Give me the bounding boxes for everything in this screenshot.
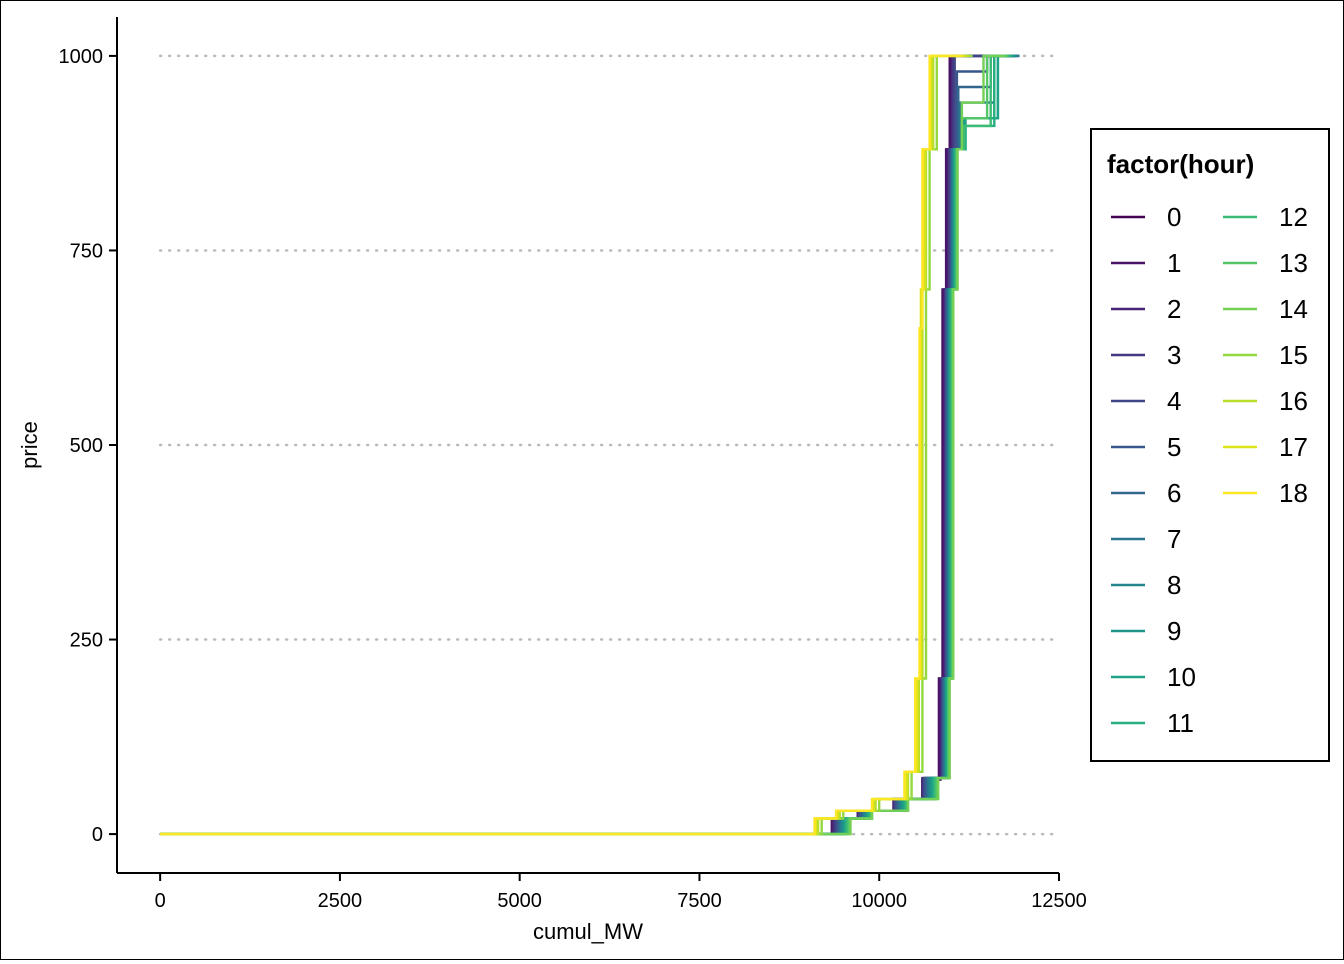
x-tick-label: 7500 [677,890,722,912]
legend-label-hour-2: 2 [1167,294,1181,324]
series-line-hour-4 [160,54,1016,836]
legend-title: factor(hour) [1107,149,1254,179]
legend-box [1090,128,1330,762]
legend-label-hour-0: 0 [1167,202,1181,232]
legend-label-hour-16: 16 [1279,386,1308,416]
series-lines [160,54,1020,836]
legend-label-hour-7: 7 [1167,524,1181,554]
x-tick-label: 10000 [851,890,907,912]
legend-label-hour-15: 15 [1279,340,1308,370]
legend-label-hour-12: 12 [1279,202,1308,232]
legend-label-hour-1: 1 [1167,248,1181,278]
x-tick-label: 2500 [318,890,363,912]
x-ticks: 0 2500 5000 7500 10000 12500 [155,873,1087,912]
legend-label-hour-8: 8 [1167,570,1181,600]
legend-label-hour-3: 3 [1167,340,1181,370]
y-tick-label: 250 [70,630,103,652]
x-tick-label: 0 [155,890,166,912]
y-tick-label: 750 [70,240,103,262]
legend-label-hour-18: 18 [1279,478,1308,508]
legend-label-hour-11: 11 [1167,708,1194,738]
y-axis-label: price [17,421,42,469]
x-tick-label: 12500 [1031,890,1087,912]
legend-label-hour-17: 17 [1279,432,1308,462]
legend-label-hour-5: 5 [1167,432,1181,462]
series-line-hour-9 [160,54,1016,836]
legend-label-hour-13: 13 [1279,248,1308,278]
x-tick-label: 5000 [497,890,542,912]
legend-label-hour-4: 4 [1167,386,1181,416]
legend-label-hour-9: 9 [1167,616,1181,646]
legend-label-hour-6: 6 [1167,478,1181,508]
y-ticks: 0 250 500 750 1000 [59,46,117,846]
series-line-hour-8 [160,54,1016,836]
series-line-hour-14 [160,54,1006,836]
y-tick-label: 1000 [59,46,104,68]
legend-label-hour-14: 14 [1279,294,1308,324]
y-tick-label: 0 [92,824,103,846]
y-tick-label: 500 [70,435,103,457]
x-axis-label: cumul_MW [533,919,643,944]
legend: factor(hour) 012345678910111213141516171… [1090,128,1330,762]
legend-label-hour-10: 10 [1167,662,1196,692]
series-line-hour-18 [160,54,962,836]
